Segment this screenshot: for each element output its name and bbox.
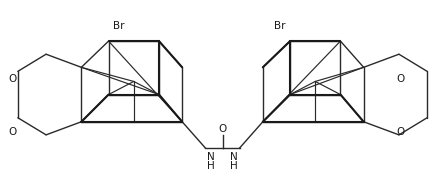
Text: O: O [397,127,405,137]
Text: N
H: N H [207,152,215,171]
Text: O: O [218,124,227,134]
Text: Br: Br [274,21,286,31]
Text: N
H: N H [230,152,238,171]
Text: Br: Br [113,21,125,31]
Text: O: O [397,74,405,84]
Text: O: O [8,127,17,137]
Text: O: O [8,74,17,84]
